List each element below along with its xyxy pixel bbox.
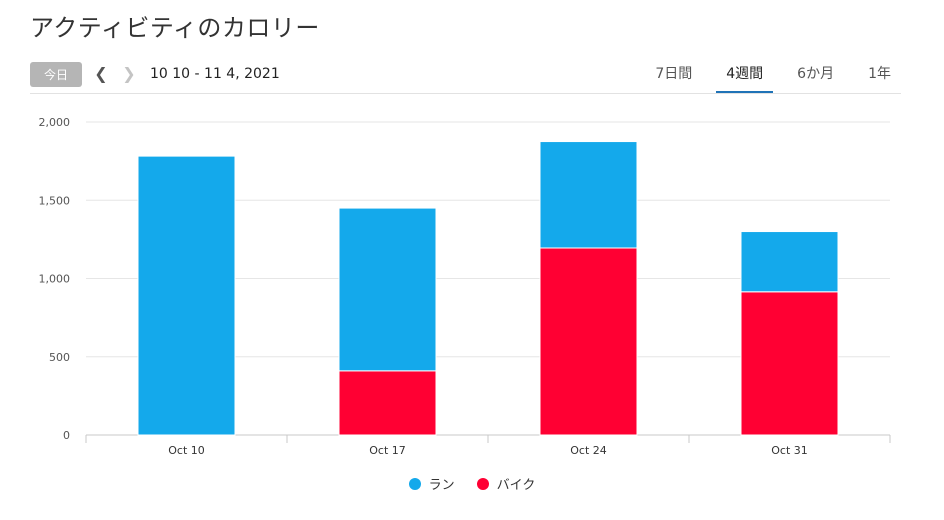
bar-segment bbox=[539, 247, 638, 436]
tab-6-months[interactable]: 6か月 bbox=[797, 66, 835, 82]
x-tick-label: Oct 31 bbox=[771, 444, 808, 457]
chart-legend: ラン バイク bbox=[0, 474, 944, 493]
legend-item-bike[interactable]: バイク bbox=[476, 474, 536, 493]
legend-label-run: ラン bbox=[428, 478, 455, 493]
page-title: アクティビティのカロリー bbox=[30, 14, 320, 42]
calorie-bar-chart: 0 500 1,000 1,500 2,000 Oct 10 Oct 17 Oct 24 Oct… bbox=[39, 116, 891, 457]
chevron-left-icon[interactable]: ❮ bbox=[94, 64, 108, 83]
y-tick-label: 2,000 bbox=[39, 116, 71, 129]
x-tick-label: Oct 10 bbox=[168, 444, 205, 457]
legend-label-bike: バイク bbox=[496, 478, 536, 493]
period-tabs: 7日間 4週間 6か月 1年 bbox=[631, 56, 901, 93]
tab-4-weeks[interactable]: 4週間 bbox=[716, 56, 774, 93]
date-range: 10 10 - 11 4, 2021 bbox=[150, 66, 280, 82]
chevron-right-icon[interactable]: ❯ bbox=[122, 64, 136, 83]
tab-1-year[interactable]: 1年 bbox=[868, 66, 891, 82]
bar-segment bbox=[137, 155, 236, 436]
bar-segment bbox=[539, 141, 638, 249]
y-tick-label: 500 bbox=[49, 351, 70, 364]
bar-segment bbox=[338, 207, 437, 372]
y-tick-label: 1,500 bbox=[39, 194, 71, 207]
y-tick-label: 1,000 bbox=[39, 273, 71, 286]
y-tick-label: 0 bbox=[63, 429, 70, 442]
legend-dot-run bbox=[408, 477, 421, 490]
toolbar: 今日 ❮ ❯ 10 10 - 11 4, 2021 7日間 4週間 6か月 1年 bbox=[30, 56, 901, 94]
x-tick-label: Oct 17 bbox=[369, 444, 406, 457]
x-tick-label: Oct 24 bbox=[570, 444, 607, 457]
tab-7-days[interactable]: 7日間 bbox=[655, 66, 693, 82]
today-button[interactable]: 今日 bbox=[30, 62, 82, 87]
legend-dot-bike bbox=[476, 477, 489, 490]
bar-segment bbox=[740, 291, 839, 436]
legend-item-run[interactable]: ラン bbox=[408, 474, 455, 493]
bar-segment bbox=[740, 231, 839, 293]
bar-segment bbox=[338, 370, 437, 436]
